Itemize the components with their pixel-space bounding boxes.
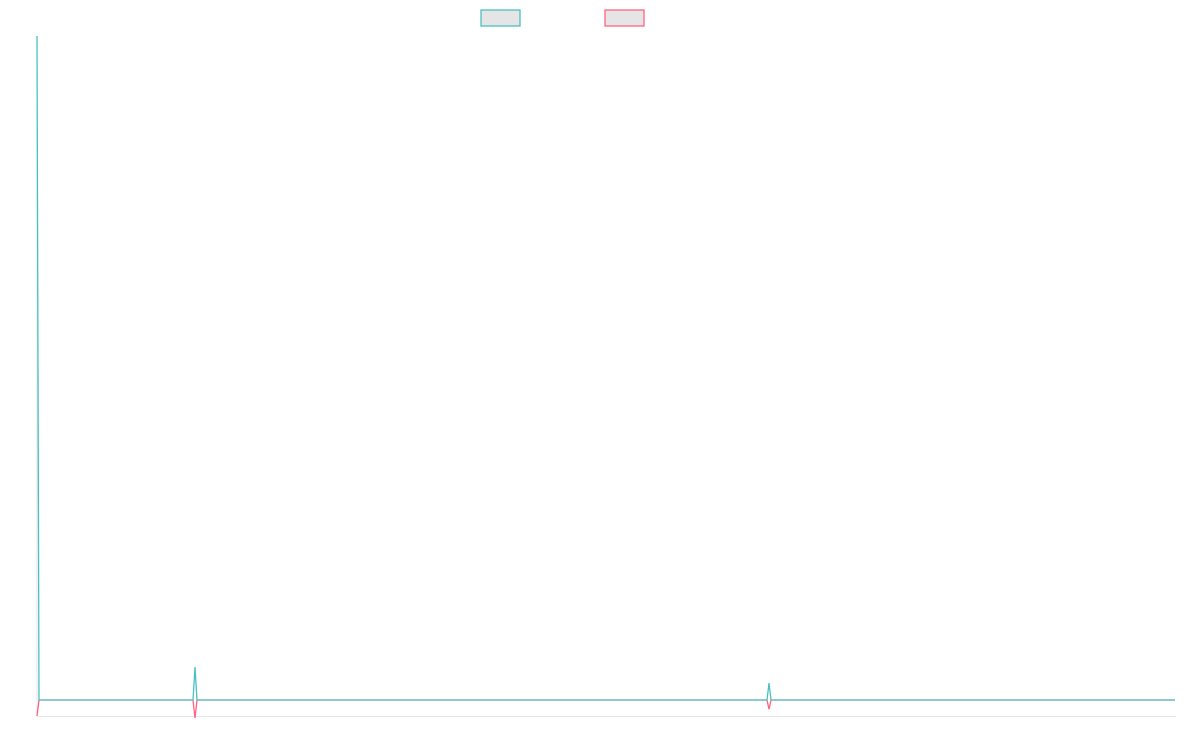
series-group: [36, 35, 1175, 719]
legend: [480, 9, 645, 27]
legend-swatch-2[interactable]: [604, 9, 645, 27]
series-line-1: [36, 35, 1175, 701]
legend-swatch-1[interactable]: [480, 9, 521, 27]
series-line-2: [36, 699, 1175, 719]
